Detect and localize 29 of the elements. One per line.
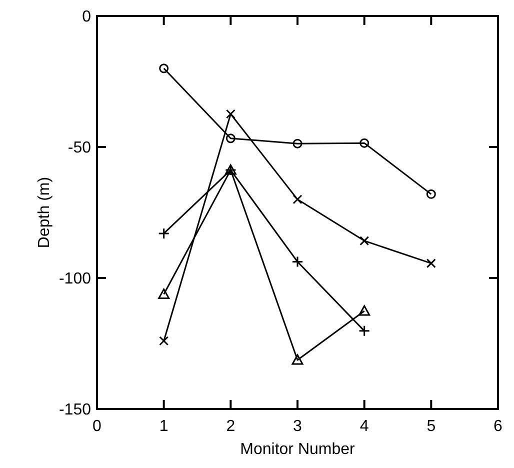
point	[358, 325, 370, 337]
point	[360, 236, 370, 246]
x-axis-title: Monitor Number	[240, 441, 356, 458]
point	[226, 134, 236, 144]
y-tick-label: 0	[82, 8, 92, 26]
point	[292, 354, 304, 365]
point	[426, 258, 436, 268]
x-tick-label: 0	[92, 418, 102, 435]
point	[159, 336, 169, 346]
point	[226, 109, 236, 119]
point	[159, 64, 169, 74]
point	[158, 228, 170, 240]
x-tick-label: 3	[293, 418, 302, 435]
point	[358, 305, 370, 316]
y-tick-label: -150	[58, 402, 92, 419]
x-tick-label: 5	[426, 418, 436, 435]
point	[426, 189, 436, 199]
x-tick-label: 6	[494, 418, 503, 435]
x-tick-label: 1	[159, 418, 168, 435]
point	[360, 138, 370, 148]
point	[158, 288, 170, 299]
y-axis-title: Depth (m)	[36, 176, 53, 248]
point	[292, 256, 304, 268]
x-tick-label: 2	[226, 418, 236, 435]
y-tick-label: -50	[68, 140, 92, 157]
point	[292, 194, 302, 204]
point	[292, 138, 302, 148]
x-tick-label: 4	[360, 418, 369, 435]
y-tick-label: -100	[58, 270, 92, 288]
